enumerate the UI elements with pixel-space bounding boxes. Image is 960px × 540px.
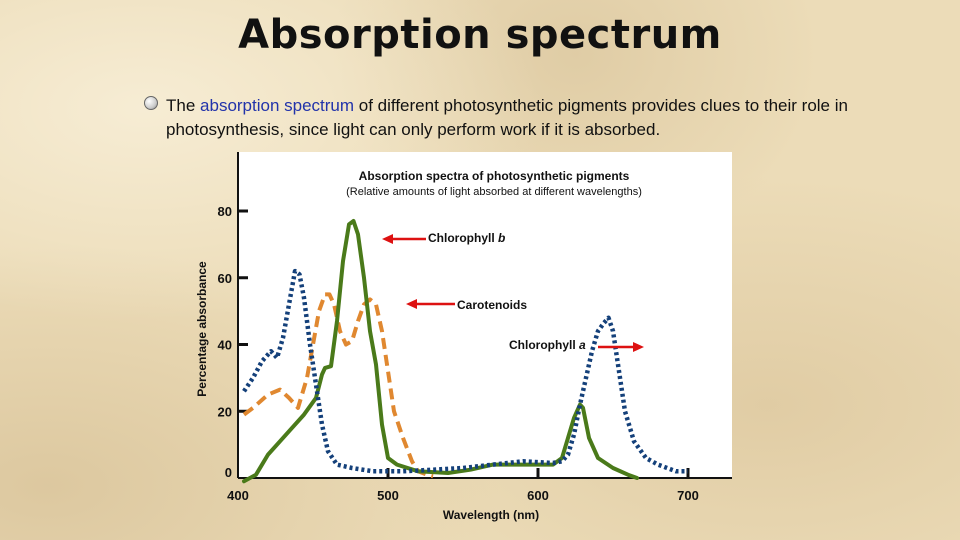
annotation-label-chlorophyll-b: Chlorophyll b <box>428 231 505 245</box>
arrow-head-icon <box>406 299 417 309</box>
intro-pre: The <box>166 96 201 115</box>
chart-subtitle: (Relative amounts of light absorbed at d… <box>346 186 642 198</box>
x-tick-label-700: 700 <box>677 488 699 503</box>
series-line-carotenoids <box>242 292 434 479</box>
y-tick-label-60: 60 <box>218 271 232 286</box>
arrow-head-icon <box>633 342 644 352</box>
series-line-chlorophyll-a <box>242 268 688 474</box>
y-tick-label-20: 20 <box>218 404 232 419</box>
chart-title: Absorption spectra of photosynthetic pig… <box>359 169 630 183</box>
arrow-head-icon <box>382 234 393 244</box>
x-tick-label-600: 600 <box>527 488 549 503</box>
intro-text: The absorption spectrum of different pho… <box>166 94 866 142</box>
x-axis-label: Wavelength (nm) <box>443 508 539 522</box>
y-axis-label: Percentage absorbance <box>195 261 209 397</box>
annotation-label-chlorophyll-a: Chlorophyll a <box>509 338 586 352</box>
y-tick-label-40: 40 <box>218 338 232 353</box>
y-tick-label-0: 0 <box>225 465 232 480</box>
x-tick-label-500: 500 <box>377 488 399 503</box>
annotation-label-carotenoids: Carotenoids <box>457 298 527 312</box>
y-tick-label-80: 80 <box>218 204 232 219</box>
bullet-icon <box>144 96 158 110</box>
intro-highlight: absorption spectrum <box>200 96 355 115</box>
intro-post: of different photosynthetic pigments pro… <box>166 96 848 139</box>
slide-title: Absorption spectrum <box>238 12 722 58</box>
x-tick-label-400: 400 <box>227 488 249 503</box>
